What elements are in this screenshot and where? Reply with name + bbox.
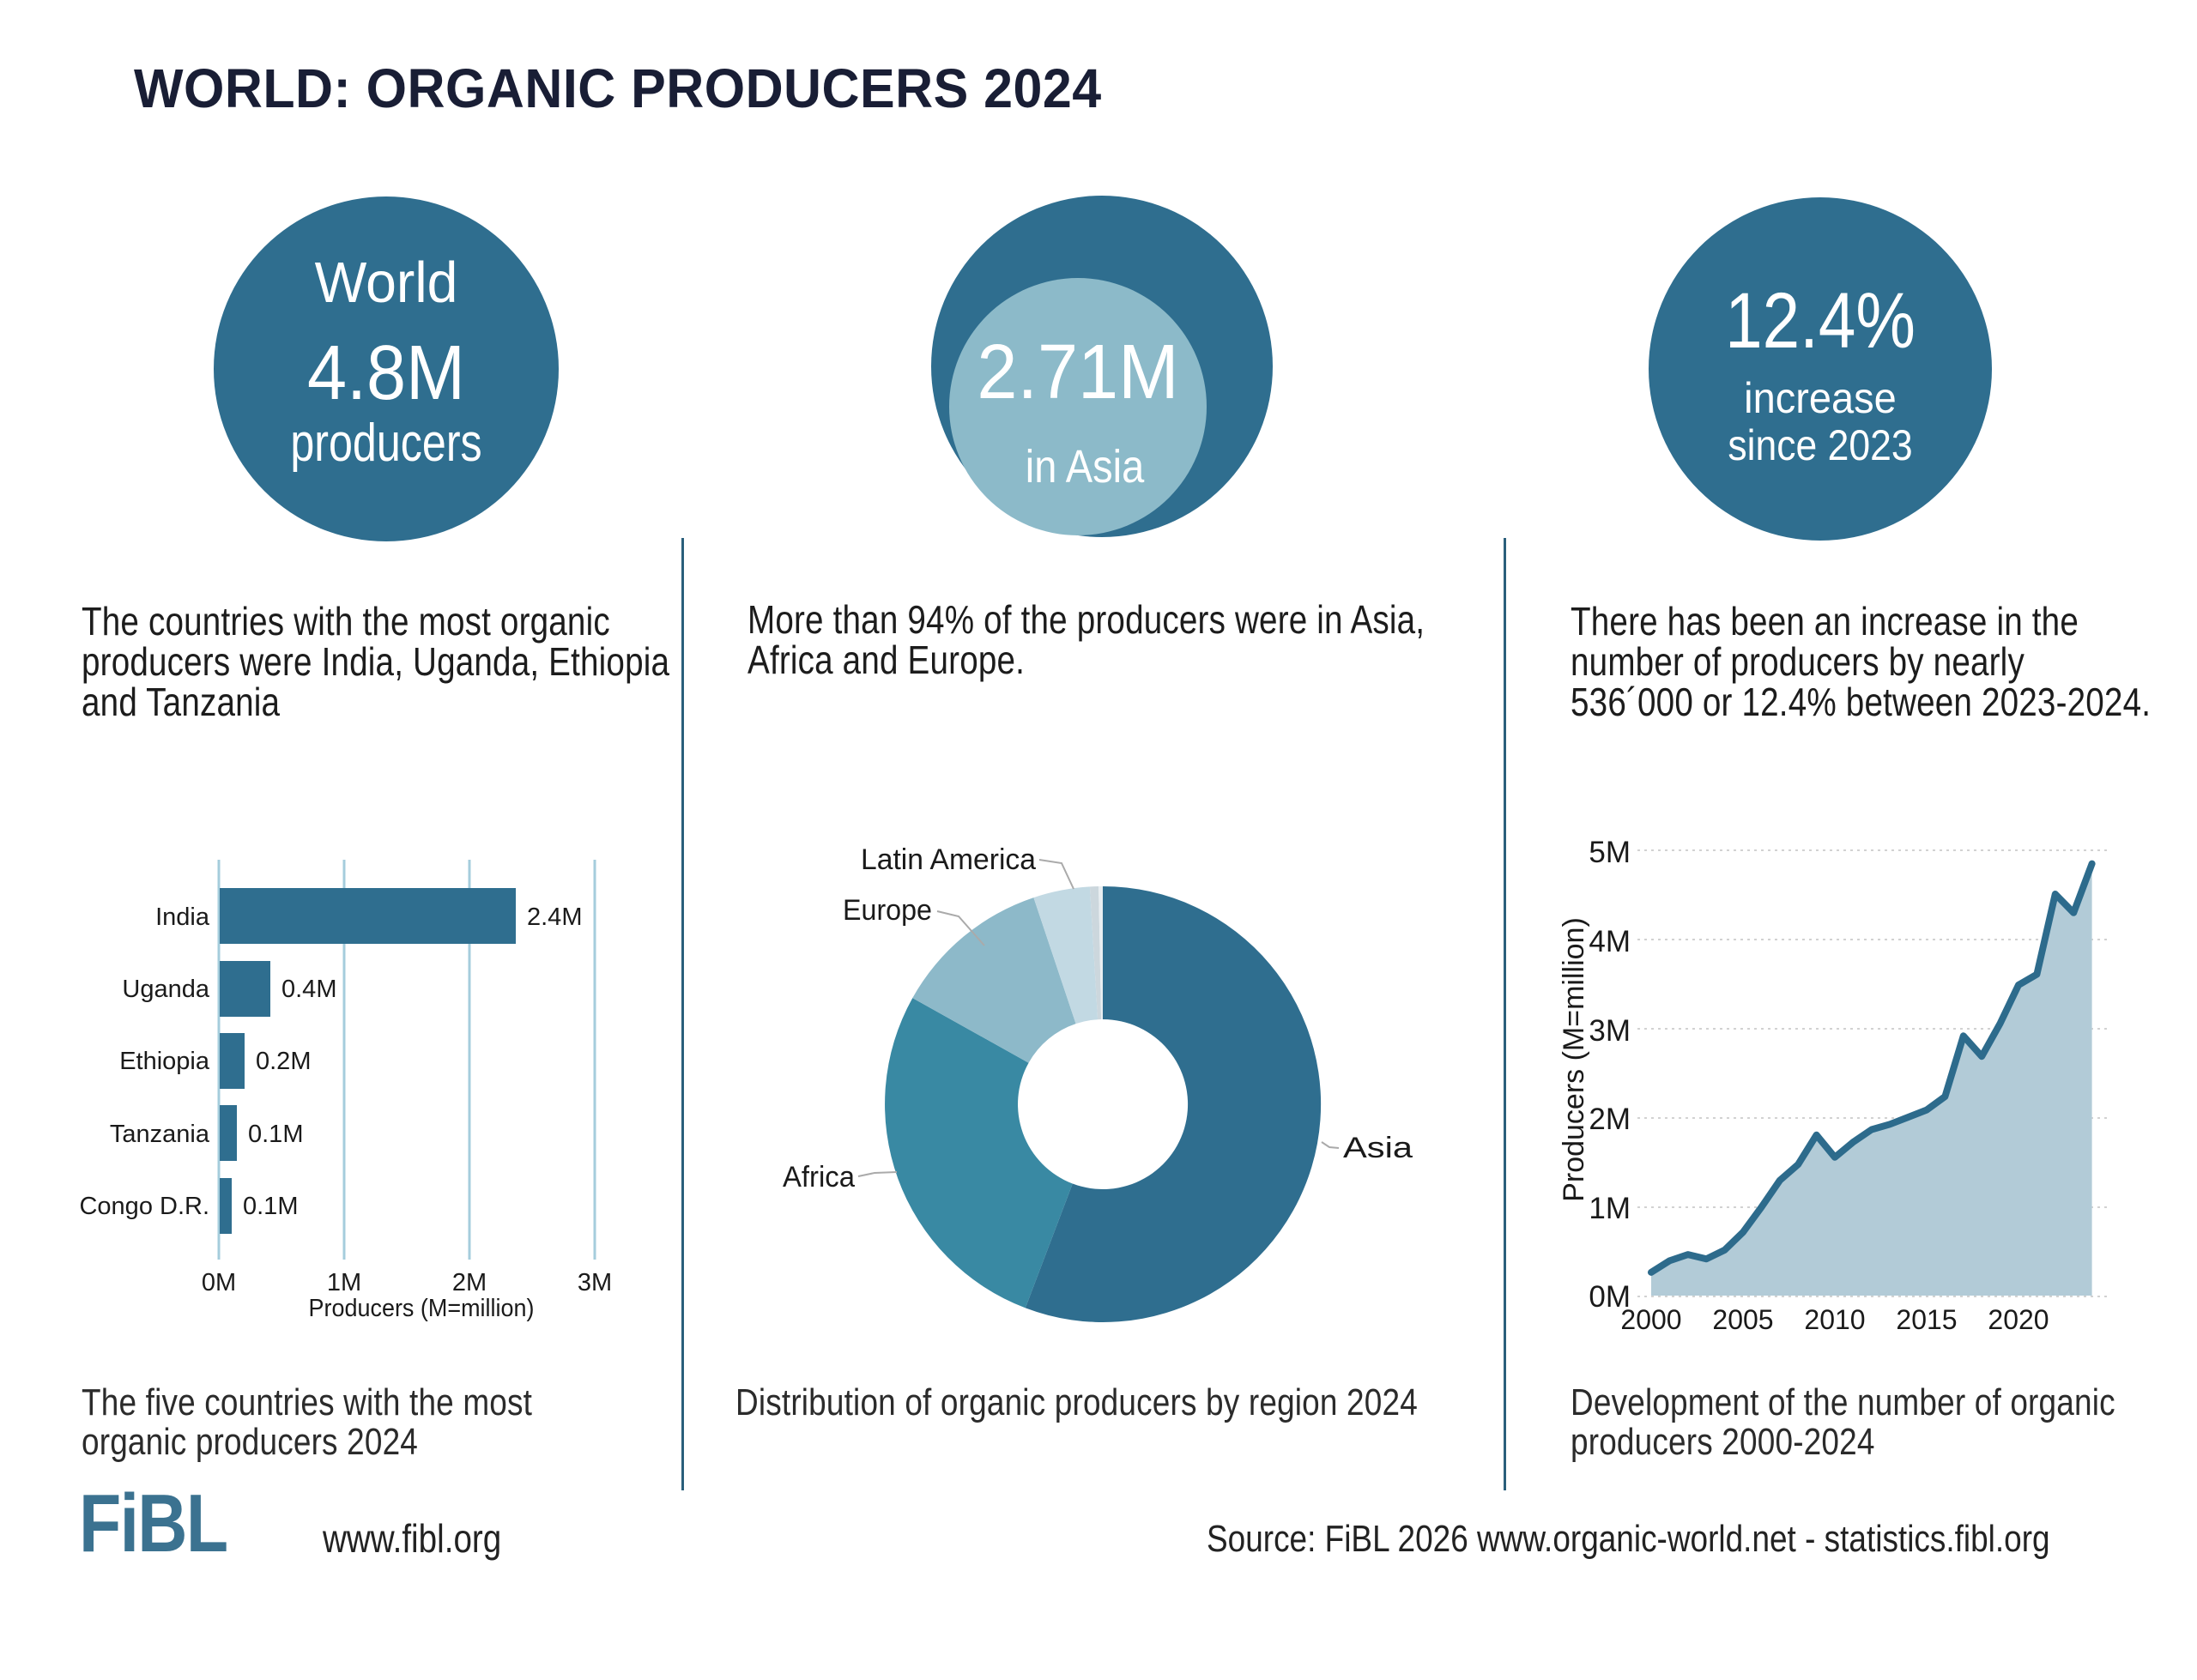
svg-text:India: India: [155, 903, 210, 931]
svg-text:5M: 5M: [1589, 836, 1631, 869]
svg-text:2010: 2010: [1804, 1304, 1865, 1335]
svg-text:0.1M: 0.1M: [248, 1121, 303, 1148]
svg-text:Producers (M=million): Producers (M=million): [1558, 917, 1590, 1202]
svg-text:0M: 0M: [1589, 1280, 1631, 1314]
svg-text:Congo D.R.: Congo D.R.: [79, 1193, 209, 1220]
svg-text:Uganda: Uganda: [122, 976, 209, 1003]
svg-text:2M: 2M: [452, 1269, 487, 1296]
svg-text:Africa: Africa: [783, 1161, 855, 1194]
svg-text:0.4M: 0.4M: [281, 976, 336, 1003]
svg-text:0.1M: 0.1M: [243, 1193, 298, 1220]
svg-text:2.4M: 2.4M: [527, 903, 582, 931]
svg-text:Ethiopia: Ethiopia: [119, 1048, 210, 1075]
svg-text:0M: 0M: [202, 1269, 236, 1296]
svg-text:3M: 3M: [578, 1269, 612, 1296]
svg-text:Producers (M=million): Producers (M=million): [309, 1295, 535, 1322]
svg-text:2M: 2M: [1589, 1103, 1631, 1136]
svg-text:3M: 3M: [1589, 1014, 1631, 1048]
svg-text:1M: 1M: [1589, 1192, 1631, 1225]
svg-text:Asia: Asia: [1343, 1132, 1413, 1164]
svg-text:4M: 4M: [1589, 925, 1631, 958]
svg-text:2015: 2015: [1896, 1304, 1957, 1335]
svg-text:Tanzania: Tanzania: [110, 1121, 210, 1148]
svg-text:Latin America: Latin America: [861, 843, 1036, 876]
svg-text:2000: 2000: [1620, 1304, 1681, 1335]
svg-text:Europe: Europe: [843, 894, 932, 927]
svg-text:2020: 2020: [1988, 1304, 2049, 1335]
svg-text:0.2M: 0.2M: [256, 1048, 311, 1075]
svg-text:2005: 2005: [1712, 1304, 1773, 1335]
svg-text:1M: 1M: [327, 1269, 361, 1296]
